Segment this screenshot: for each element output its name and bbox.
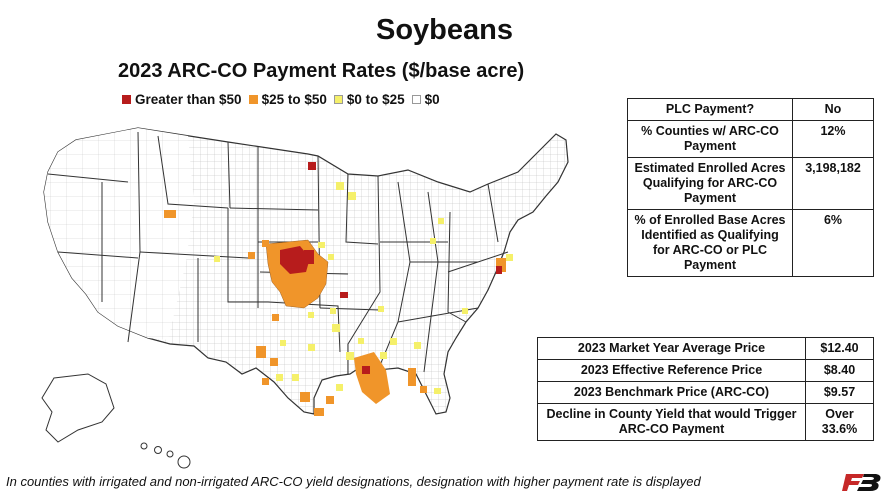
table-value-cell: $12.40 <box>805 337 874 360</box>
table-row: Estimated Enrolled Acres Qualifying for … <box>627 157 874 210</box>
table-row: Decline in County Yield that would Trigg… <box>537 403 874 441</box>
table-row: PLC Payment? No <box>627 98 874 121</box>
table-label-cell: Estimated Enrolled Acres Qualifying for … <box>627 157 793 210</box>
map-subtitle: 2023 ARC-CO Payment Rates ($/base acre) <box>118 60 525 82</box>
table-label-cell: 2023 Market Year Average Price <box>537 337 806 360</box>
page-title: Soybeans <box>376 14 513 46</box>
table-value-cell: 6% <box>792 209 874 277</box>
legend-label-low: $0 to $25 <box>346 92 405 107</box>
table-row: 2023 Effective Reference Price $8.40 <box>537 359 874 382</box>
legend-item-high: Greater than $50 <box>122 92 242 107</box>
legend-swatch-high <box>122 95 131 104</box>
alaska-inset <box>41 373 115 443</box>
table-value-cell: 12% <box>792 120 874 158</box>
price-table: 2023 Market Year Average Price $12.40 20… <box>537 337 874 441</box>
table-row: % Counties w/ ARC-CO Payment 12% <box>627 120 874 158</box>
us-county-map <box>41 127 569 469</box>
table-value-cell: Over 33.6% <box>805 403 874 441</box>
table-value-cell: 3,198,182 <box>792 157 874 210</box>
table-label-cell: PLC Payment? <box>627 98 793 121</box>
legend-swatch-low <box>333 95 343 104</box>
legend-label-high: Greater than $50 <box>135 92 242 107</box>
legend-label-mid: $25 to $50 <box>261 92 327 107</box>
table-value-cell: $8.40 <box>805 359 874 382</box>
hawaii-inset <box>140 442 191 469</box>
payment-counties <box>164 162 513 416</box>
table-label-cell: 2023 Effective Reference Price <box>537 359 806 382</box>
table-row: 2023 Market Year Average Price $12.40 <box>537 337 874 360</box>
table-label-cell: % of Enrolled Base Acres Identified as Q… <box>627 209 793 277</box>
table-label-cell: 2023 Benchmark Price (ARC-CO) <box>537 381 806 404</box>
table-label-cell: % Counties w/ ARC-CO Payment <box>627 120 793 158</box>
footnote: In counties with irrigated and non-irrig… <box>6 474 701 489</box>
table-row: 2023 Benchmark Price (ARC-CO) $9.57 <box>537 381 874 404</box>
payment-summary-table: PLC Payment? No % Counties w/ ARC-CO Pay… <box>627 98 874 277</box>
legend-label-zero: $0 <box>424 92 440 107</box>
legend-item-zero: $0 <box>411 92 440 107</box>
table-value-cell: $9.57 <box>805 381 874 404</box>
legend-item-low: $0 to $25 <box>333 92 405 107</box>
legend-item-mid: $25 to $50 <box>248 92 327 107</box>
table-row: % of Enrolled Base Acres Identified as Q… <box>627 209 874 277</box>
legend-swatch-zero <box>411 95 421 104</box>
table-value-cell: No <box>792 98 874 121</box>
legend-swatch-mid <box>248 95 258 104</box>
map-legend: Greater than $50 $25 to $50 $0 to $25 $0 <box>122 92 447 107</box>
farm-bureau-logo <box>842 470 882 494</box>
table-label-cell: Decline in County Yield that would Trigg… <box>537 403 806 441</box>
western-region <box>44 128 194 340</box>
